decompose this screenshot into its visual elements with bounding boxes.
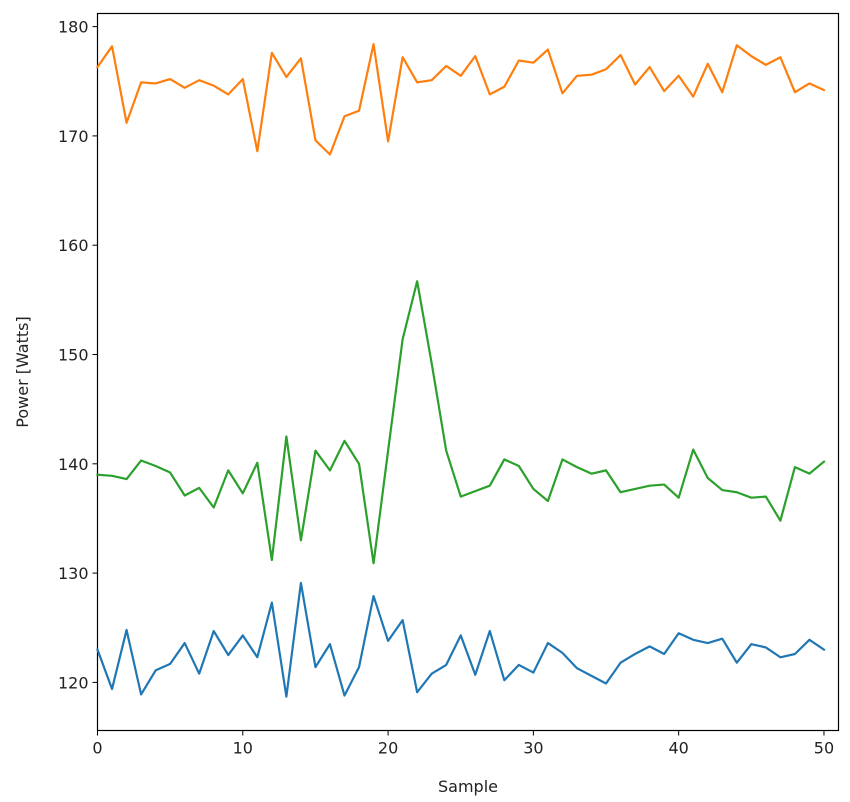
x-tick-label: 30	[523, 739, 543, 758]
series-layer	[95, 42, 826, 698]
plot-area-frame	[96, 12, 840, 732]
series-line-2	[95, 42, 826, 156]
y-tick-label: 170	[58, 127, 89, 146]
x-axis: 0 10 20 30 40 50	[92, 730, 834, 758]
y-tick-label: 120	[58, 673, 89, 692]
x-tick-label: 50	[814, 739, 834, 758]
y-tick-label: 150	[58, 346, 89, 365]
y-axis: 120 130 140 150 160 170 180	[58, 18, 98, 692]
x-tick-label: 20	[378, 739, 398, 758]
series-line-1	[96, 581, 826, 698]
y-tick-label: 180	[58, 18, 89, 37]
y-tick-label: 140	[58, 455, 89, 474]
x-axis-title: Sample	[438, 777, 498, 796]
x-tick-label: 0	[92, 739, 102, 758]
x-tick-label: 40	[668, 739, 688, 758]
y-tick-label: 130	[58, 564, 89, 583]
y-tick-label: 160	[58, 236, 89, 255]
x-tick-label: 10	[233, 739, 253, 758]
y-axis-title: Power [Watts]	[13, 316, 32, 427]
series-line-3	[96, 280, 826, 565]
